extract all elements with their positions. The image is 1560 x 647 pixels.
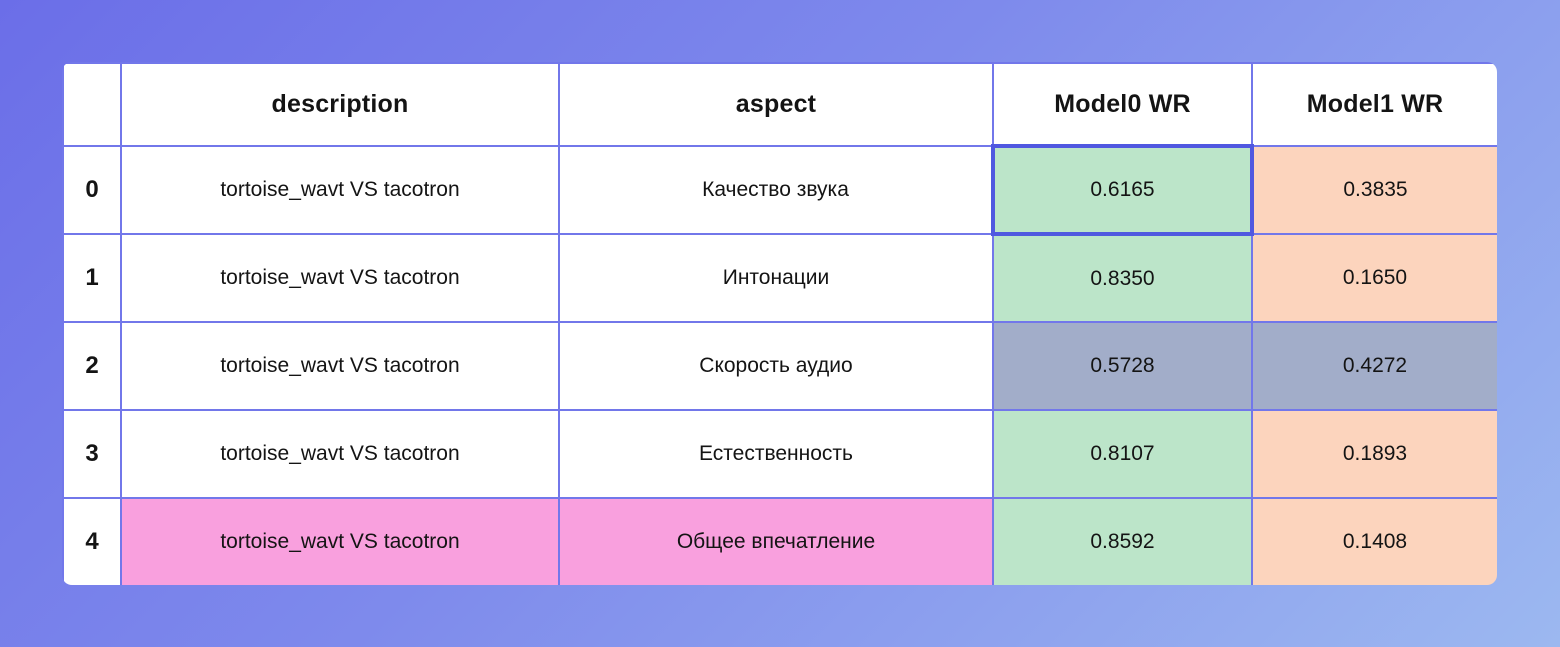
header-row: description aspect Model0 WR Model1 WR — [62, 62, 1497, 147]
table-body: 0 tortoise_wavt VS tacotron Качество зву… — [62, 144, 1497, 585]
model1-wr-cell[interactable]: 0.1893 — [1251, 409, 1497, 499]
table-row: 4 tortoise_wavt VS tacotron Общее впечат… — [62, 497, 1497, 585]
description-cell[interactable]: tortoise_wavt VS tacotron — [120, 409, 560, 499]
model1-wr-cell[interactable]: 0.4272 — [1251, 321, 1497, 411]
table-row: 2 tortoise_wavt VS tacotron Скорость ауд… — [62, 321, 1497, 411]
row-index-cell[interactable]: 0 — [62, 145, 122, 235]
model0-wr-cell[interactable]: 0.5728 — [992, 321, 1253, 411]
table-row: 1 tortoise_wavt VS tacotron Интонации 0.… — [62, 233, 1497, 323]
aspect-cell[interactable]: Скорость аудио — [558, 321, 994, 411]
model1-wr-cell[interactable]: 0.1408 — [1251, 497, 1497, 585]
table-row: 3 tortoise_wavt VS tacotron Естественнос… — [62, 409, 1497, 499]
results-table-container: description aspect Model0 WR Model1 WR 0… — [62, 62, 1497, 585]
table-row: 0 tortoise_wavt VS tacotron Качество зву… — [62, 144, 1497, 236]
model1-wr-cell[interactable]: 0.3835 — [1251, 145, 1497, 235]
model0-wr-cell[interactable]: 0.8107 — [992, 409, 1253, 499]
aspect-column-header: aspect — [558, 62, 994, 147]
table-header: description aspect Model0 WR Model1 WR — [62, 62, 1497, 147]
row-index-cell[interactable]: 1 — [62, 233, 122, 323]
model0-wr-cell-selected[interactable]: 0.6165 — [991, 144, 1254, 236]
description-cell[interactable]: tortoise_wavt VS tacotron — [120, 321, 560, 411]
model-comparison-table: description aspect Model0 WR Model1 WR 0… — [62, 62, 1497, 585]
model1-wr-column-header: Model1 WR — [1251, 62, 1497, 147]
aspect-cell[interactable]: Качество звука — [558, 145, 994, 235]
aspect-cell[interactable]: Интонации — [558, 233, 994, 323]
model0-wr-cell[interactable]: 0.8350 — [992, 233, 1253, 323]
description-cell[interactable]: tortoise_wavt VS tacotron — [120, 145, 560, 235]
model0-wr-cell[interactable]: 0.8592 — [992, 497, 1253, 585]
description-cell[interactable]: tortoise_wavt VS tacotron — [120, 233, 560, 323]
description-cell[interactable]: tortoise_wavt VS tacotron — [120, 497, 560, 585]
aspect-cell[interactable]: Общее впечатление — [558, 497, 994, 585]
model0-wr-column-header: Model0 WR — [992, 62, 1253, 147]
description-column-header: description — [120, 62, 560, 147]
aspect-cell[interactable]: Естественность — [558, 409, 994, 499]
index-column-header — [62, 62, 122, 147]
row-index-cell[interactable]: 2 — [62, 321, 122, 411]
row-index-cell[interactable]: 3 — [62, 409, 122, 499]
row-index-cell[interactable]: 4 — [62, 497, 122, 585]
model1-wr-cell[interactable]: 0.1650 — [1251, 233, 1497, 323]
